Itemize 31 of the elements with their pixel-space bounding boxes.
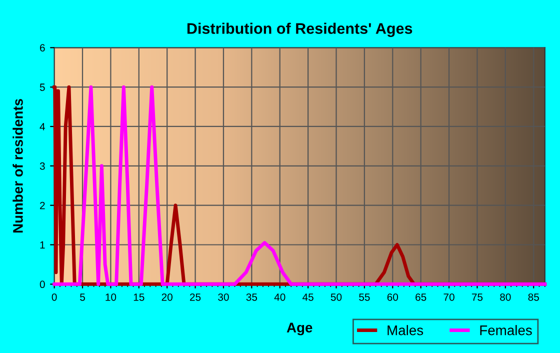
x-tick-label: 85	[528, 293, 539, 301]
x-tick-label: 40	[274, 293, 286, 301]
y-axis-title: Number of residents	[12, 98, 23, 233]
x-tick-label: 45	[302, 294, 314, 301]
x-tick-label: 60	[387, 293, 398, 301]
y-tick-label: 3	[40, 162, 45, 170]
x-tick-label: 15	[134, 294, 144, 301]
x-tick-label: 0	[52, 293, 57, 301]
x-tick-label: 70	[444, 293, 454, 301]
x-tick-label: 65	[416, 293, 426, 301]
x-tick-label: 75	[472, 294, 483, 301]
x-tick-label: 80	[500, 293, 511, 301]
y-tick-label: 6	[40, 44, 45, 52]
chart-title: Distribution of Residents' Ages	[187, 22, 412, 38]
x-tick-label: 5	[80, 294, 85, 301]
x-tick-label: 30	[218, 293, 229, 301]
legend-label: Females	[480, 325, 532, 336]
y-tick-label: 2	[40, 202, 45, 210]
y-tick-label: 4	[40, 123, 45, 130]
line-series	[52, 85, 547, 286]
y-tick-label: 5	[40, 84, 45, 91]
x-tick-label: 25	[190, 293, 201, 301]
x-tick-label: 35	[246, 293, 258, 301]
x-tick-label: 20	[162, 293, 172, 301]
x-tick-label: 50	[330, 293, 342, 301]
y-tick-label: 0	[40, 280, 45, 288]
x-axis-title: Age	[286, 322, 312, 336]
x-tick-label: 55	[359, 294, 370, 301]
x-tick-label: 10	[106, 293, 116, 301]
y-tick-label: 1	[40, 241, 45, 249]
legend-label: Males	[388, 325, 424, 336]
